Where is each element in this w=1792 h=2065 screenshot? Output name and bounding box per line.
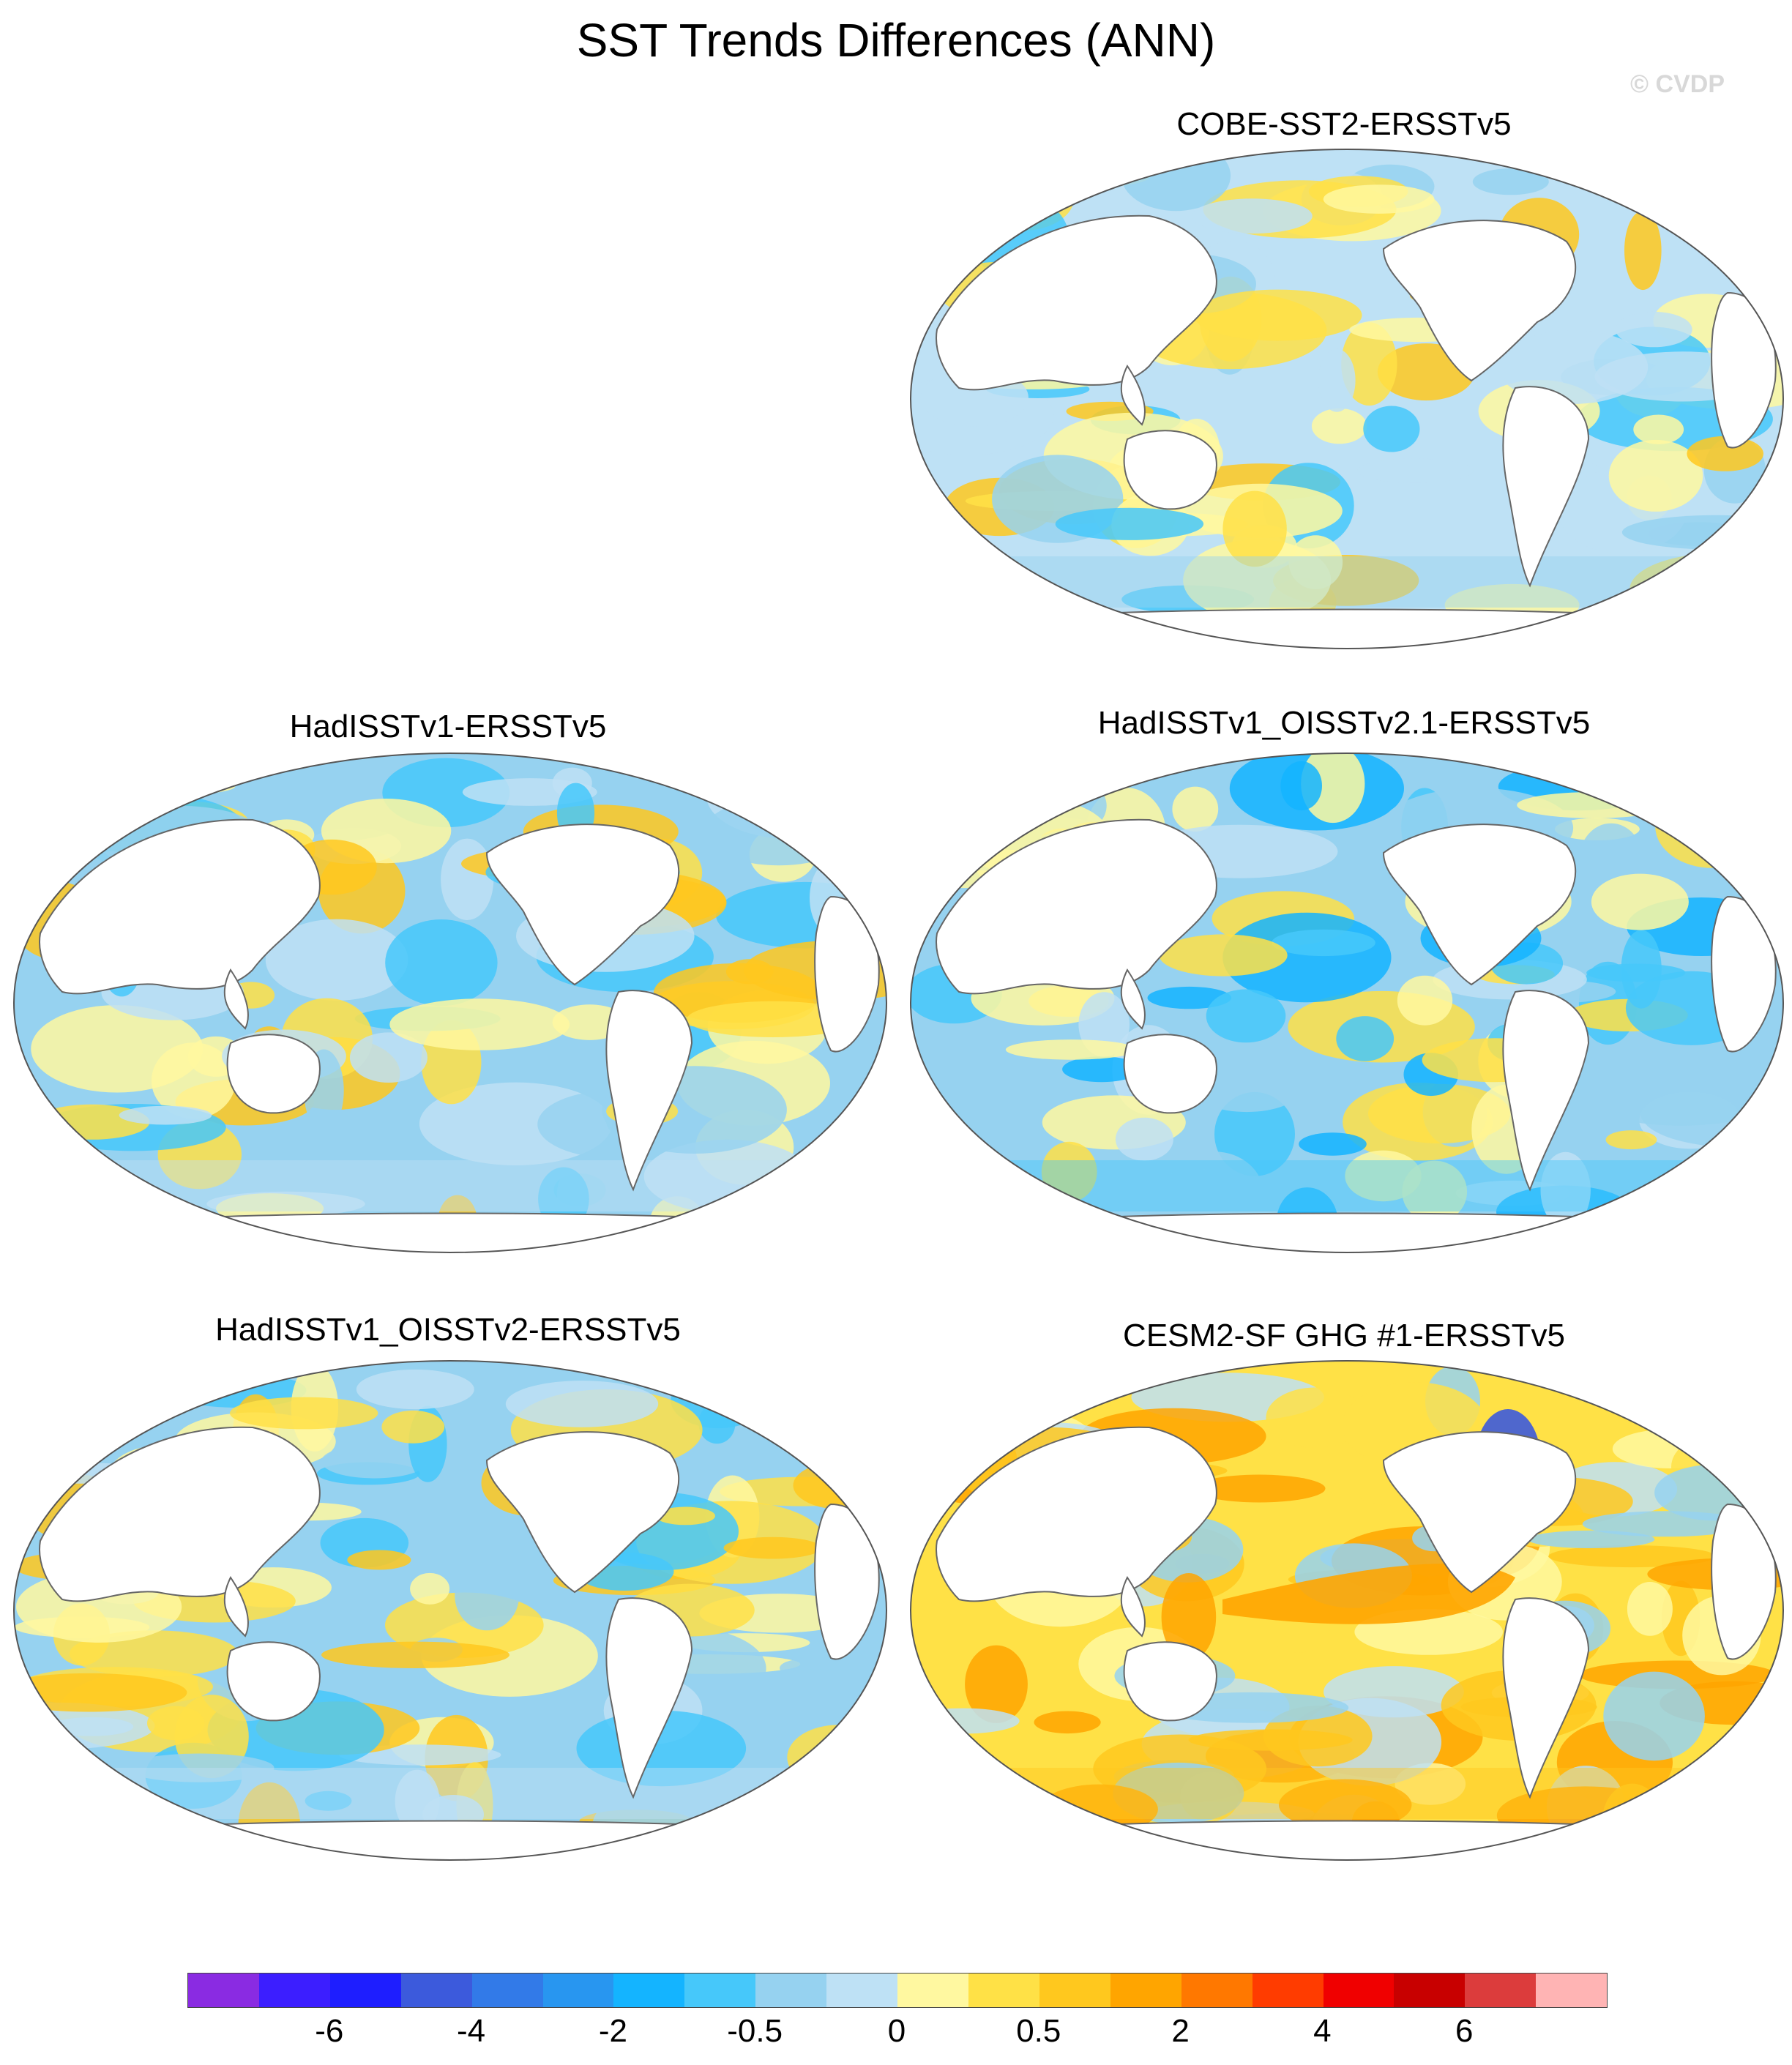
colorbar-swatch	[542, 1973, 614, 2007]
colorbar-tick-label: -0.5	[727, 2013, 783, 2049]
colorbar-swatch	[1465, 1973, 1537, 2007]
colorbar-swatch	[1323, 1973, 1395, 2007]
colorbar-tick-label: 4	[1313, 2013, 1332, 2049]
colorbar-ticks: -6 -4 -2 -0.5 0 0.5 2 4 6	[187, 2013, 1606, 2057]
colorbar	[187, 1973, 1608, 2008]
colorbar-tick-label: 0	[887, 2013, 906, 2049]
colorbar-swatch	[258, 1973, 330, 2007]
colorbar-swatch	[1181, 1973, 1252, 2007]
colorbar-swatch	[329, 1973, 401, 2007]
colorbar-tick-label: -6	[315, 2013, 344, 2049]
colorbar-swatch	[471, 1973, 543, 2007]
cvdp-credit: © CVDP	[1630, 70, 1725, 98]
panel-title-hadoi21: HadISSTv1_OISSTv2.1-ERSSTv5	[1097, 705, 1591, 741]
colorbar-swatch	[826, 1973, 898, 2007]
colorbar-swatch	[968, 1973, 1039, 2007]
colorbar-swatch	[1110, 1973, 1181, 2007]
colorbar-swatch	[1536, 1973, 1608, 2007]
map-cesm2	[910, 1360, 1784, 1861]
map-cobe	[910, 149, 1784, 649]
panel-title-hadoi2: HadISSTv1_OISSTv2-ERSSTv5	[215, 1312, 681, 1348]
colorbar-swatch	[1039, 1973, 1110, 2007]
colorbar-swatch	[1394, 1973, 1466, 2007]
panel-title-cesm2: CESM2-SF GHG #1-ERSSTv5	[1123, 1318, 1565, 1353]
colorbar-swatch	[188, 1973, 259, 2007]
colorbar-tick-label: -4	[457, 2013, 486, 2049]
colorbar-swatch	[400, 1973, 472, 2007]
panel-title-hadisst: HadISSTv1-ERSSTv5	[289, 709, 607, 744]
colorbar-tick-label: -2	[598, 2013, 627, 2049]
colorbar-swatch	[684, 1973, 756, 2007]
colorbar-swatch	[897, 1973, 968, 2007]
colorbar-swatch	[613, 1973, 685, 2007]
colorbar-swatch	[1252, 1973, 1324, 2007]
colorbar-swatch	[755, 1973, 827, 2007]
colorbar-tick-label: 6	[1455, 2013, 1474, 2049]
panel-title-cobe: COBE-SST2-ERSSTv5	[1176, 106, 1512, 142]
figure-title: SST Trends Differences (ANN)	[576, 14, 1216, 67]
map-hadoi2	[13, 1360, 887, 1861]
colorbar-tick-label: 0.5	[1016, 2013, 1061, 2049]
colorbar-tick-label: 2	[1171, 2013, 1190, 2049]
map-hadoi21	[910, 753, 1784, 1253]
map-hadisst	[13, 753, 887, 1253]
